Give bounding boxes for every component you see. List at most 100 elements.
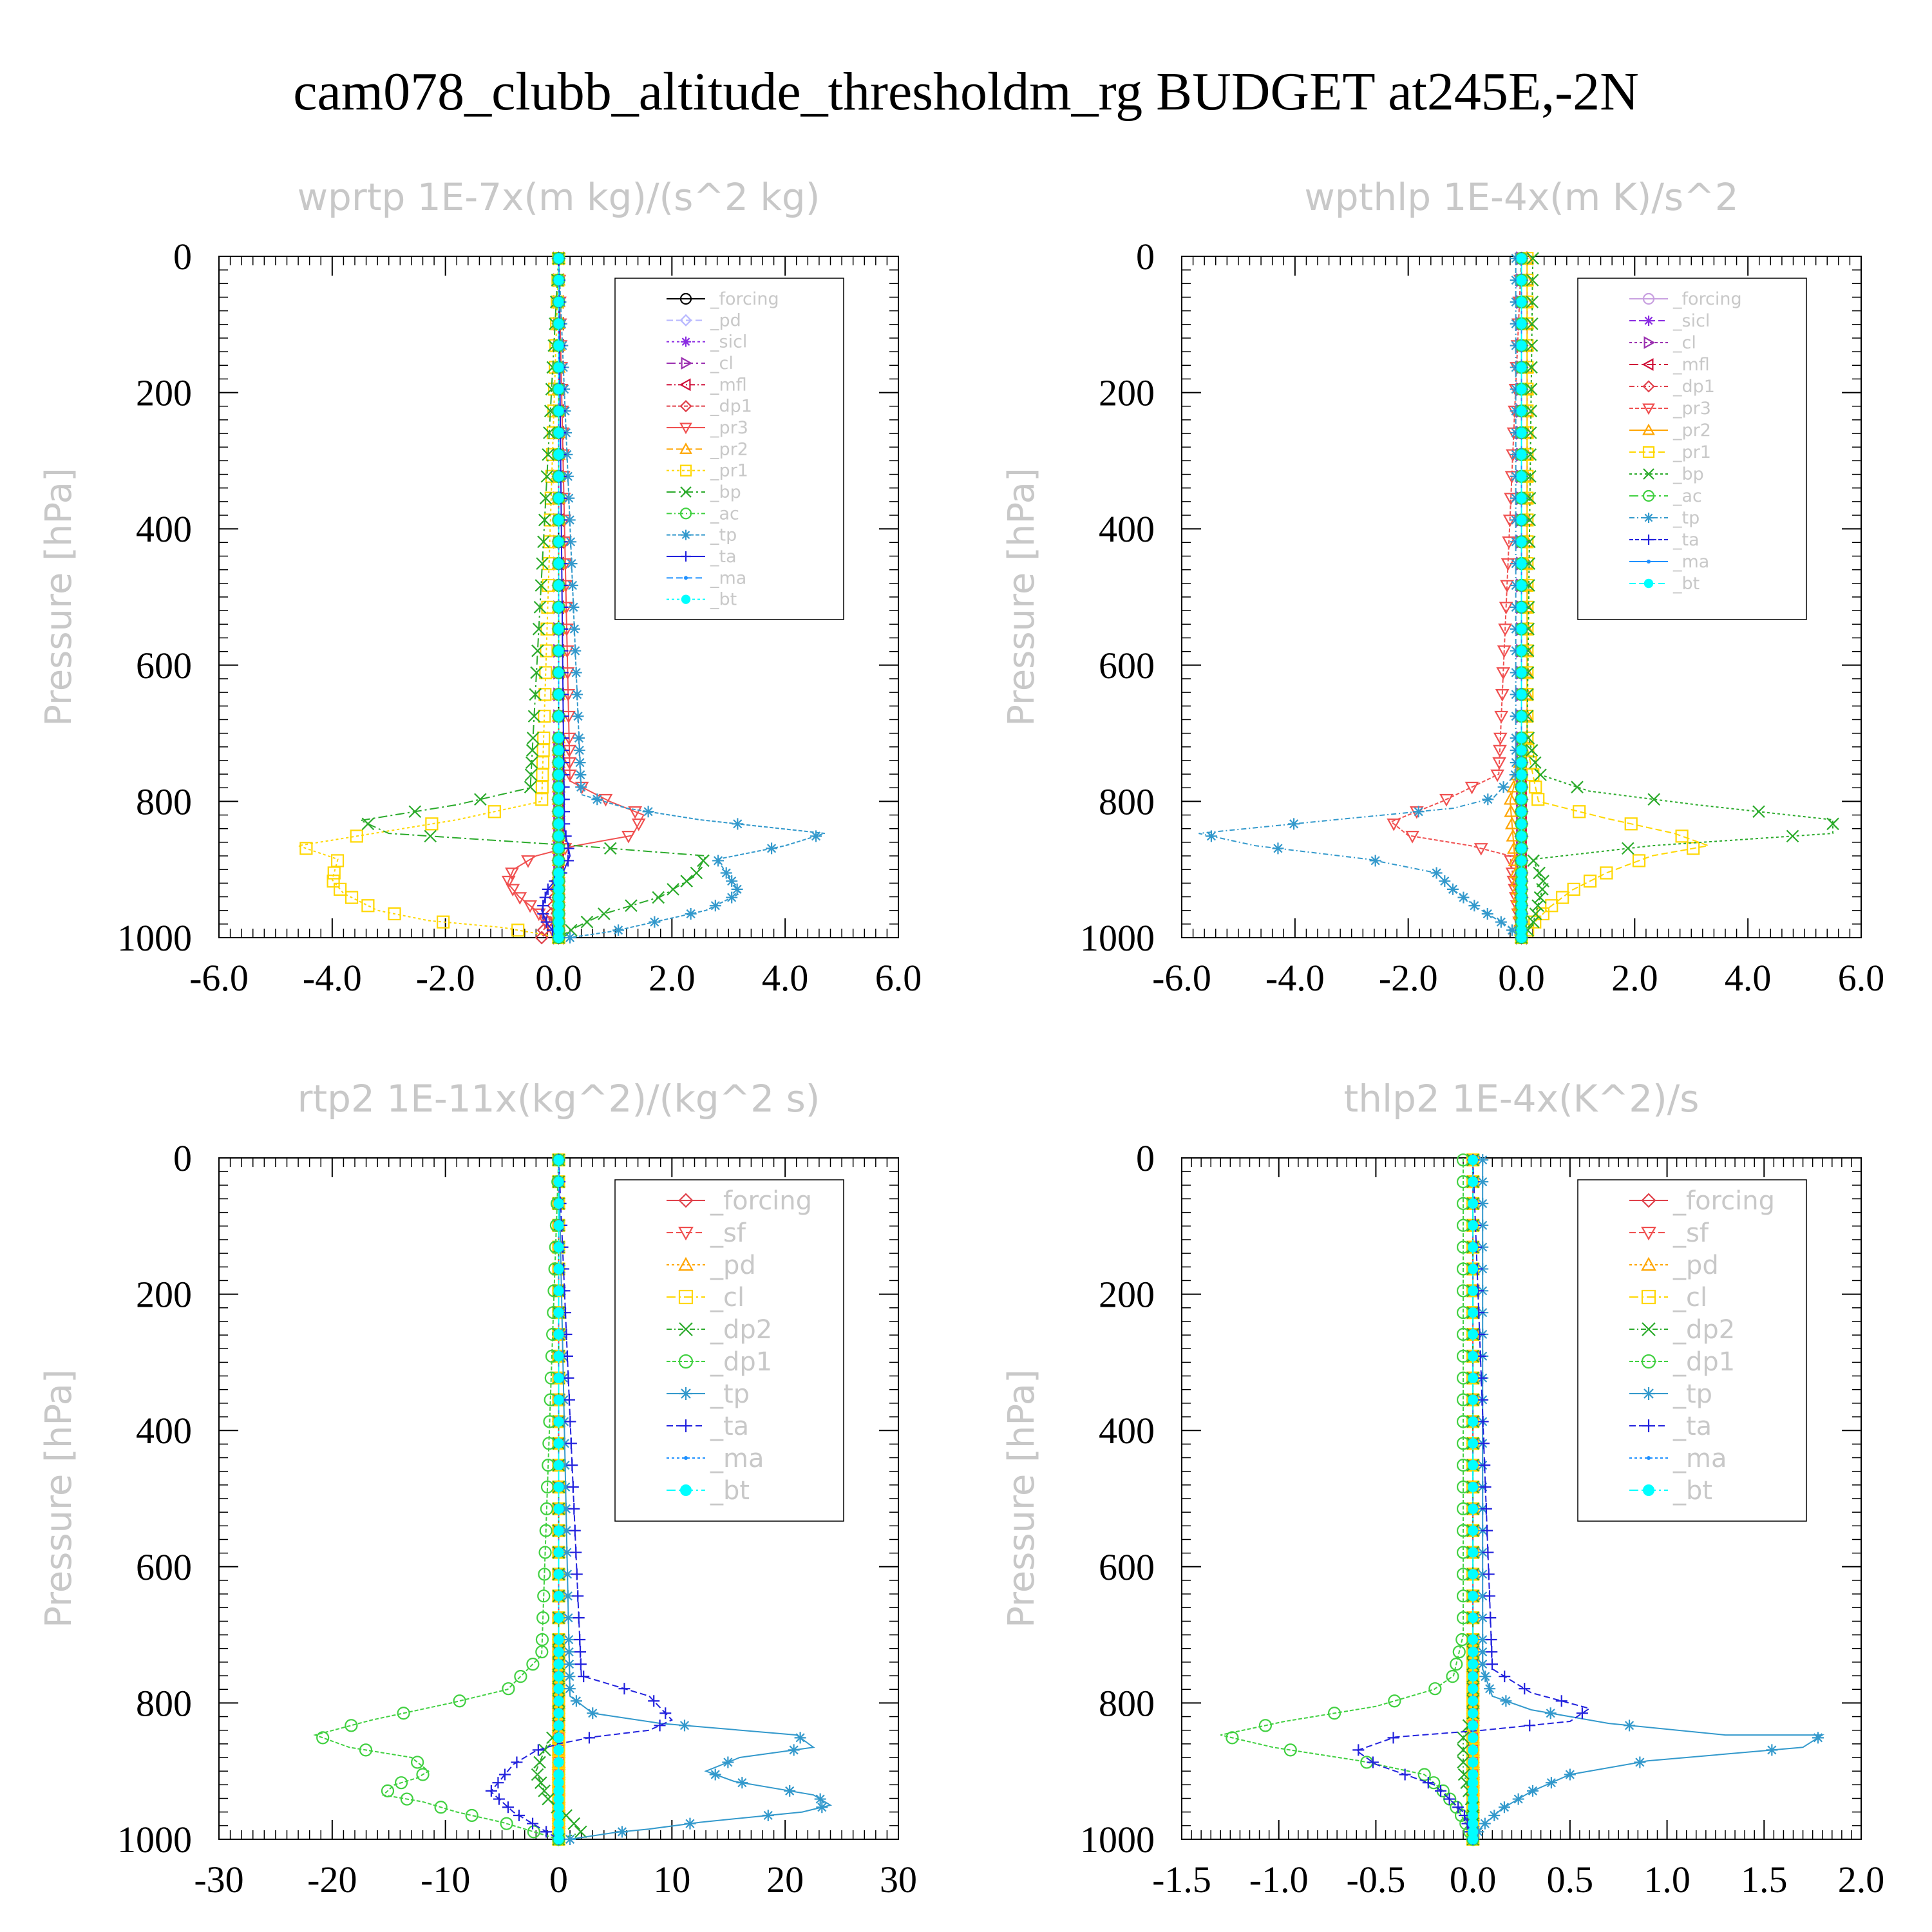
data-point <box>1468 1264 1479 1274</box>
x-tick-label: -1.5 <box>1152 1859 1211 1900</box>
data-point <box>553 1220 564 1231</box>
data-point <box>1468 1757 1479 1768</box>
data-point <box>501 875 516 889</box>
data-point <box>553 558 564 569</box>
data-point <box>1388 1694 1401 1708</box>
legend-label: _pd <box>1672 1251 1719 1280</box>
data-point <box>1482 1546 1494 1558</box>
data-point <box>1516 384 1527 395</box>
y-tick-label: 400 <box>136 508 192 550</box>
data-point <box>690 866 703 880</box>
y-axis-label: Pressure [hPa] <box>38 1369 80 1628</box>
x-tick-label: -4.0 <box>303 957 362 999</box>
series-line <box>1520 256 1833 938</box>
y-tick-label: 0 <box>173 1137 192 1179</box>
data-point <box>506 884 520 897</box>
legend-label: _cl <box>710 354 734 374</box>
legend-marker <box>1642 1387 1655 1400</box>
data-point <box>1479 1671 1492 1683</box>
legend-marker <box>681 594 691 604</box>
data-point <box>1435 1785 1447 1797</box>
data-point <box>1516 427 1527 439</box>
data-point <box>598 907 611 920</box>
data-point <box>1500 1695 1512 1707</box>
series-line <box>358 256 707 938</box>
legend-item: _mfl <box>1629 355 1710 375</box>
data-point <box>553 1198 564 1209</box>
data-point <box>570 1546 582 1558</box>
data-point <box>553 1777 564 1788</box>
y-tick-label: 400 <box>136 1410 192 1452</box>
x-tick-label: 0 <box>549 1859 568 1900</box>
legend-marker <box>1642 489 1655 502</box>
legend-label: _ac <box>710 504 739 524</box>
data-point <box>1468 1350 1479 1361</box>
data-point <box>1468 1818 1479 1829</box>
data-point <box>565 558 578 570</box>
legend-marker <box>1642 446 1655 459</box>
data-point <box>788 1744 800 1756</box>
legend-item: _dp2 <box>1629 1315 1735 1345</box>
legend-label: _tp <box>1672 1379 1712 1409</box>
data-point <box>1516 732 1527 744</box>
data-point <box>532 1744 544 1756</box>
legend-label: _forcing <box>1672 1186 1775 1216</box>
data-point <box>1480 1502 1492 1515</box>
data-point <box>1516 892 1527 903</box>
data-point <box>1545 899 1558 913</box>
y-tick-label: 200 <box>1099 1274 1155 1316</box>
data-point <box>1468 1503 1479 1514</box>
data-point <box>560 1502 572 1515</box>
data-point <box>648 1695 660 1707</box>
data-point <box>561 448 573 460</box>
legend-marker <box>1642 1419 1655 1432</box>
data-point <box>539 891 551 904</box>
data-point <box>562 1372 574 1384</box>
legend-label: _pr1 <box>710 461 748 481</box>
data-point <box>1516 932 1527 943</box>
legend-item: _bt <box>667 1476 750 1506</box>
legend-item: _bt <box>1629 574 1700 594</box>
data-point <box>553 892 564 903</box>
data-point <box>1482 1568 1495 1580</box>
data-point <box>1367 1756 1379 1768</box>
legend: _forcing_sf _pd _cl _dp2_dp1_tp _ta _ma _bt <box>614 1179 844 1522</box>
data-point <box>1477 1634 1489 1646</box>
series-line <box>1390 256 1522 938</box>
data-point <box>1766 1744 1778 1756</box>
data-point <box>1468 1307 1479 1318</box>
legend-item: _tp <box>667 1379 750 1409</box>
data-point <box>1516 493 1527 504</box>
data-point <box>529 688 542 701</box>
x-tick-label: 2.0 <box>649 957 696 999</box>
legend-marker <box>1641 1226 1656 1241</box>
data-point <box>361 817 375 831</box>
data-point <box>1516 770 1527 781</box>
legend-item: _forcing <box>667 1186 812 1216</box>
data-point <box>1468 1176 1479 1188</box>
legend-item: _pr2 <box>1629 421 1711 440</box>
x-tick-label: -0.5 <box>1347 1859 1406 1900</box>
legend-item: _pd <box>1629 1251 1719 1280</box>
data-point <box>533 601 547 614</box>
data-point <box>553 362 564 373</box>
data-point <box>559 1459 571 1472</box>
data-point <box>553 580 564 591</box>
data-point <box>1516 274 1527 286</box>
data-point <box>1536 883 1549 896</box>
y-tick-label: 600 <box>1099 1546 1155 1588</box>
data-point <box>1430 867 1443 879</box>
data-point <box>1498 1801 1510 1814</box>
legend-marker <box>680 1484 692 1496</box>
data-point <box>553 645 564 656</box>
legend-item: _forcing <box>1629 289 1742 309</box>
panel-3: rtp2 1E-11x(kg^2)/(kg^2 s) Pressure [hPa]… <box>38 1077 917 1900</box>
data-point <box>1555 1695 1567 1707</box>
data-point <box>536 557 549 570</box>
data-point <box>434 1801 448 1814</box>
data-point <box>1488 1809 1501 1821</box>
data-point <box>1468 1438 1479 1449</box>
data-point <box>1468 1372 1479 1383</box>
data-point <box>553 471 564 482</box>
series-line <box>507 256 645 938</box>
